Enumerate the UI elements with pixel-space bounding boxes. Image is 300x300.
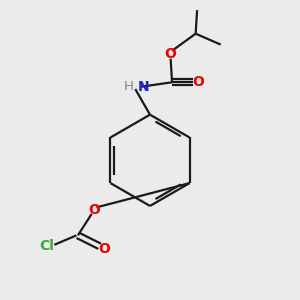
Text: O: O bbox=[98, 242, 110, 256]
Text: H: H bbox=[123, 80, 133, 93]
Text: N: N bbox=[138, 80, 150, 94]
Text: O: O bbox=[88, 203, 100, 218]
Text: O: O bbox=[165, 47, 176, 61]
Text: O: O bbox=[193, 75, 205, 89]
Text: Cl: Cl bbox=[40, 239, 54, 253]
